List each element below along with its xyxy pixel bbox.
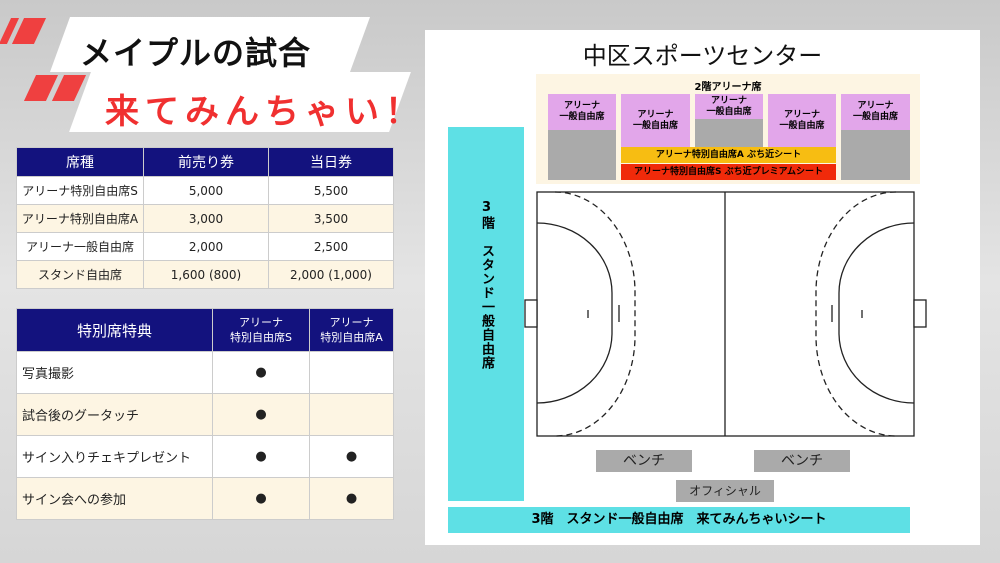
table-cell: サイン会への参加 (16, 477, 213, 520)
arena-general-block: アリーナ 一般自由席 (841, 94, 910, 130)
col-header: 当日券 (268, 147, 394, 177)
stand-side (448, 127, 524, 501)
col-header: 前売り券 (143, 147, 269, 177)
table-cell: スタンド自由席 (16, 260, 144, 289)
table-row: アリーナ特別自由席S 5,000 5,500 (16, 176, 394, 205)
arena-general-block: アリーナ 一般自由席 (621, 94, 690, 147)
subheadline: 来てみんちゃい！ (105, 92, 425, 132)
table-cell: アリーナ特別自由席A (16, 204, 144, 233)
goal-area-right (838, 222, 915, 404)
blocked-area (841, 130, 910, 180)
table-cell: 写真撮影 (16, 351, 213, 394)
special-a-seats: アリーナ特別自由席A ぶち近シート (621, 147, 836, 163)
table-cell: アリーナ一般自由席 (16, 232, 144, 261)
table-cell: ● (212, 435, 310, 478)
table-row: 試合後のグータッチ ● (16, 393, 394, 436)
table-cell: ● (309, 477, 394, 520)
free-throw-line-right (815, 191, 897, 437)
arena-general-block: アリーナ 一般自由席 (768, 94, 836, 147)
arena-title: 2階アリーナ席 (694, 82, 762, 93)
bench-left: ベンチ (596, 450, 692, 472)
special-s-seats: アリーナ特別自由席S ぶち近プレミアムシート (621, 164, 836, 180)
table-row: サイン入りチェキプレゼント ● ● (16, 435, 394, 478)
arena-general-block: アリーナ 一般自由席 (548, 94, 616, 130)
benefit-table: 特別席特典 アリーナ 特別自由席S アリーナ 特別自由席A 写真撮影 ● 試合後のグー… (16, 308, 394, 520)
table-cell: ● (212, 393, 310, 436)
col-header: 席種 (16, 147, 144, 177)
blocked-area (548, 130, 616, 180)
price-table: 席種 前売り券 当日券 アリーナ特別自由席S 5,000 5,500 アリーナ特別自由席… (16, 147, 394, 289)
table-cell: 5,000 (143, 176, 269, 205)
table-cell: 3,000 (143, 204, 269, 233)
col-header: アリーナ 特別自由席S (212, 308, 310, 352)
table-row: アリーナ特別自由席A 3,000 3,500 (16, 204, 394, 233)
free-throw-line-left (554, 191, 636, 437)
goal-right (913, 299, 927, 328)
table-cell: 3,500 (268, 204, 394, 233)
table-cell (309, 393, 394, 436)
table-cell (309, 351, 394, 394)
table-cell: 2,000 (143, 232, 269, 261)
blocked-area (695, 119, 763, 147)
table-cell: 試合後のグータッチ (16, 393, 213, 436)
arena-general-block: アリーナ 一般自由席 (695, 94, 763, 119)
table-cell: 1,600 (800) (143, 260, 269, 289)
bench-right: ベンチ (754, 450, 850, 472)
table-row: アリーナ一般自由席 2,000 2,500 (16, 232, 394, 261)
goal-area-left (536, 222, 613, 404)
table-cell: 2,000 (1,000) (268, 260, 394, 289)
table-cell: アリーナ特別自由席S (16, 176, 144, 205)
stand-bottom: 3階 スタンド一般自由席 来てみんちゃいシート (448, 507, 910, 533)
official-table: オフィシャル (676, 480, 774, 502)
table-cell: 5,500 (268, 176, 394, 205)
headline: メイプルの試合 (80, 34, 312, 72)
col-header: 特別席特典 (16, 308, 213, 352)
col-header: アリーナ 特別自由席A (309, 308, 394, 352)
table-row: 写真撮影 ● (16, 351, 394, 394)
venue-title: 中区スポーツセンター (582, 42, 823, 70)
table-cell: ● (309, 435, 394, 478)
table-cell: ● (212, 351, 310, 394)
stand-side-label: 3階 スタンド一般自由席 (479, 200, 494, 370)
table-cell: サイン入りチェキプレゼント (16, 435, 213, 478)
table-row: スタンド自由席 1,600 (800) 2,000 (1,000) (16, 260, 394, 289)
table-row: サイン会への参加 ● ● (16, 477, 394, 520)
goal-left (524, 299, 538, 328)
